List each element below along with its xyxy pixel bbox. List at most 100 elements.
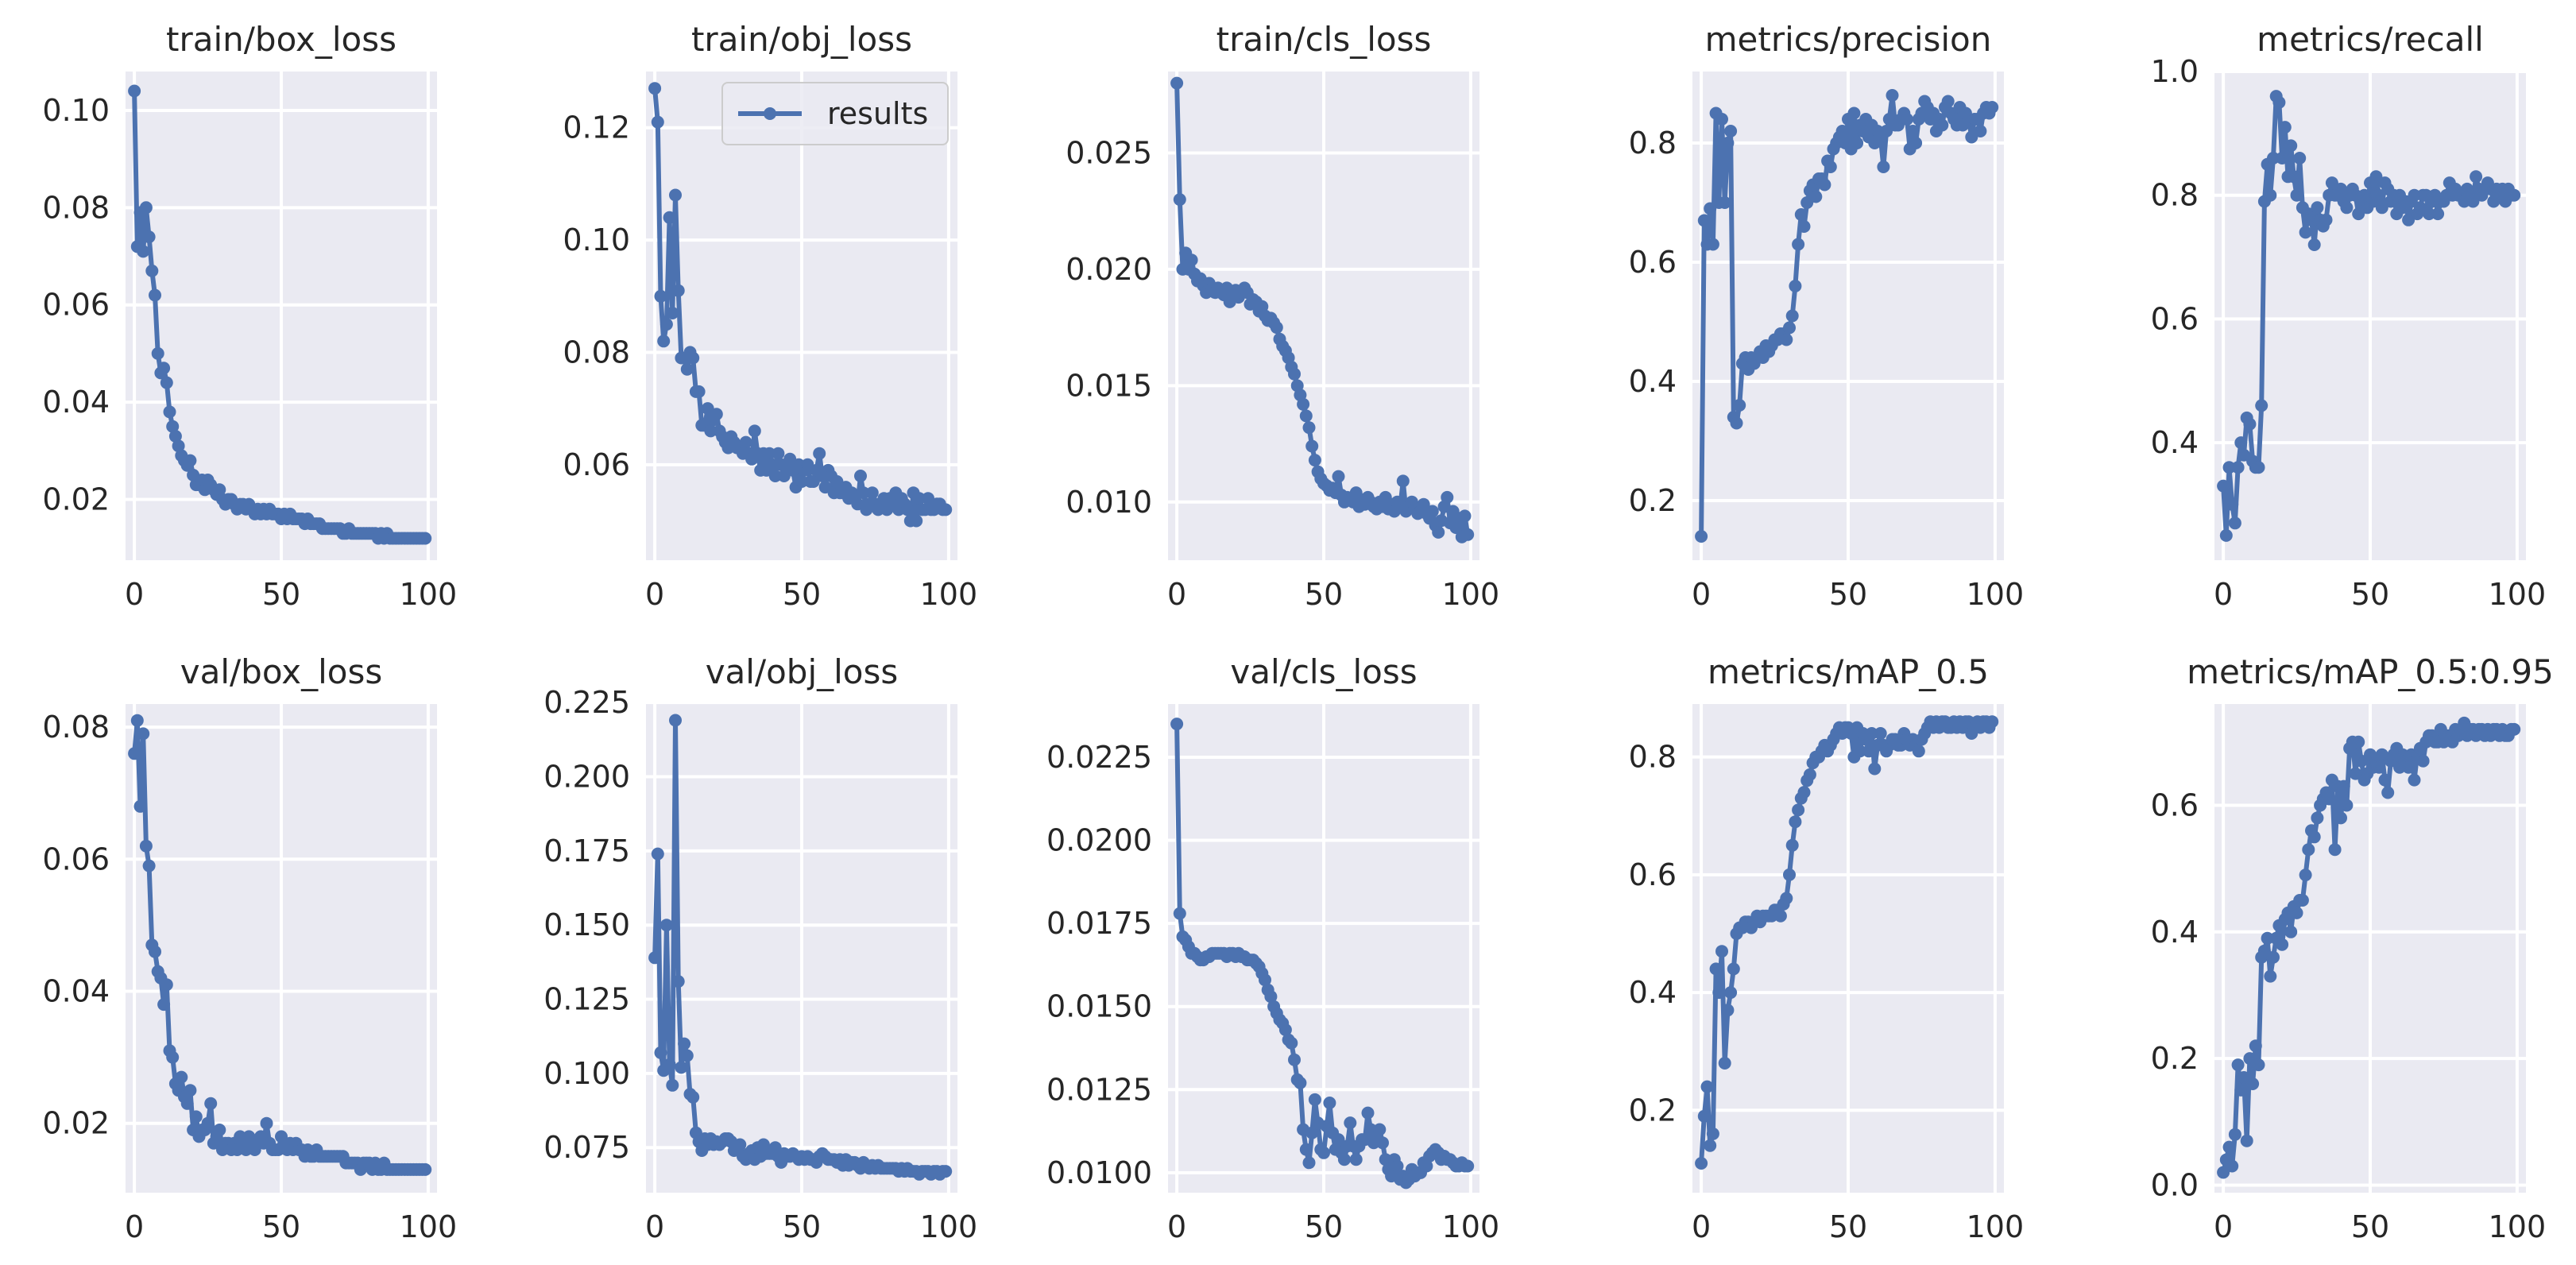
panel-train-obj-loss: 0 50 100 0.06 0.08 0.10 0.12 train/obj_lossresu… xyxy=(563,20,977,612)
data-point xyxy=(1730,416,1743,430)
data-point xyxy=(2369,170,2383,184)
data-point xyxy=(2423,207,2435,221)
data-point xyxy=(687,351,700,365)
chart-title: metrics/precision xyxy=(1705,20,1992,59)
data-point xyxy=(128,747,141,760)
data-point xyxy=(1986,101,1999,114)
data-point xyxy=(2284,139,2298,153)
data-point xyxy=(1704,1139,1717,1152)
data-point xyxy=(1706,238,1719,251)
data-point xyxy=(2381,786,2395,799)
data-point xyxy=(163,405,176,419)
data-point xyxy=(2217,479,2230,493)
y-tick-label: 0.125 xyxy=(543,982,630,1017)
data-point xyxy=(1432,525,1445,539)
data-point xyxy=(1373,1123,1387,1136)
data-point xyxy=(2278,121,2292,134)
data-point xyxy=(2305,213,2318,226)
y-tick-label: 0.6 xyxy=(2151,301,2199,336)
series-results xyxy=(1170,76,1475,544)
data-point xyxy=(1305,1126,1319,1139)
data-point xyxy=(772,447,785,460)
data-point xyxy=(2264,188,2277,202)
x-tick-label: 0 xyxy=(1167,1209,1186,1244)
data-point xyxy=(1259,973,1271,987)
data-point xyxy=(795,475,808,488)
data-point xyxy=(2373,760,2386,774)
data-point xyxy=(172,439,185,453)
data-point xyxy=(1697,214,1711,227)
data-point xyxy=(1278,1023,1292,1036)
panel-metrics-map-0-5: 0 50 100 0.2 0.4 0.6 0.8 metrics/mAP_0.5 xyxy=(1629,652,2025,1244)
data-point xyxy=(912,492,926,505)
x-tick-label: 0 xyxy=(2214,577,2233,612)
data-point xyxy=(137,245,150,258)
series-results xyxy=(128,714,432,1176)
data-point xyxy=(1337,1153,1351,1166)
data-point xyxy=(1715,945,1728,958)
data-point xyxy=(2470,170,2483,184)
y-tick-label: 0.4 xyxy=(2151,915,2199,950)
data-point xyxy=(175,1070,188,1084)
data-point xyxy=(1349,1153,1363,1166)
data-point xyxy=(204,1097,218,1110)
data-point xyxy=(2416,754,2430,768)
y-tick-label: 0.06 xyxy=(42,288,110,323)
data-point xyxy=(1285,1036,1298,1050)
data-point xyxy=(1695,1157,1708,1170)
y-tick-label: 0.2 xyxy=(2151,1041,2199,1076)
legend-label: results xyxy=(827,96,928,131)
data-point xyxy=(2508,188,2521,202)
data-point xyxy=(160,376,173,389)
data-point xyxy=(2357,188,2371,202)
data-point xyxy=(2307,830,2321,844)
x-tick-label: 0 xyxy=(1167,577,1186,612)
data-point xyxy=(2252,1058,2265,1072)
data-point xyxy=(1727,962,1740,976)
data-point xyxy=(1797,786,1811,799)
data-point xyxy=(1308,454,1321,467)
data-point xyxy=(748,424,761,438)
data-point xyxy=(1344,1116,1357,1130)
data-point xyxy=(1173,193,1186,207)
data-point xyxy=(2272,95,2286,109)
y-tick-label: 0.4 xyxy=(1629,975,1677,1010)
data-point xyxy=(854,470,867,482)
data-point xyxy=(1733,399,1746,412)
data-point xyxy=(1936,118,1949,132)
data-point xyxy=(1909,137,1923,149)
data-point xyxy=(1700,1080,1714,1093)
x-tick-label: 100 xyxy=(400,1209,458,1244)
data-point xyxy=(1874,727,1887,740)
data-point xyxy=(166,1050,180,1064)
chart-title: metrics/mAP_0.5:0.95 xyxy=(2187,652,2554,691)
data-point xyxy=(157,362,171,375)
x-tick-label: 100 xyxy=(1442,577,1500,612)
data-point xyxy=(692,385,706,398)
data-point xyxy=(139,201,153,215)
data-point xyxy=(2267,950,2280,964)
data-point xyxy=(675,1061,688,1074)
data-point xyxy=(2302,843,2315,857)
data-point xyxy=(766,458,779,471)
data-point xyxy=(149,945,161,958)
data-point xyxy=(2373,188,2386,202)
y-tick-label: 0.0225 xyxy=(1046,740,1152,775)
data-point xyxy=(939,503,953,516)
data-point xyxy=(1712,986,1726,1000)
data-point xyxy=(1706,1127,1719,1140)
y-tick-label: 0.0 xyxy=(2151,1167,2199,1202)
data-point xyxy=(1390,1159,1404,1173)
y-tick-label: 0.06 xyxy=(563,447,630,482)
data-point xyxy=(201,1116,215,1130)
data-point xyxy=(1185,253,1198,267)
data-point xyxy=(1302,1156,1316,1170)
y-tick-label: 0.200 xyxy=(543,759,630,794)
data-point xyxy=(142,230,156,244)
data-point xyxy=(710,408,723,421)
x-tick-label: 50 xyxy=(783,1209,821,1244)
series-results xyxy=(2217,716,2521,1179)
data-point xyxy=(704,424,717,438)
data-point xyxy=(2375,201,2388,215)
data-point xyxy=(663,1058,676,1071)
